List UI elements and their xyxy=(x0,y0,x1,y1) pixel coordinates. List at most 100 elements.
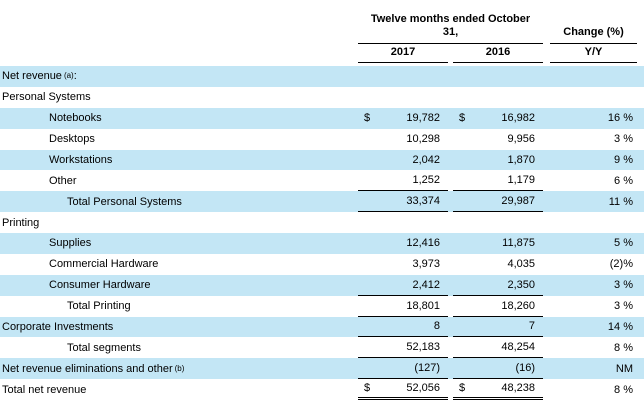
change-value: 3 % xyxy=(614,279,633,292)
value-2016: 4,035 xyxy=(507,258,535,271)
table-row: Corporate Investments 8 7 14 % xyxy=(0,316,644,338)
value-2017: 52,183 xyxy=(406,341,440,354)
value-2016-cell xyxy=(453,212,543,233)
value-2017-cell xyxy=(358,66,448,87)
row-label: Notebooks xyxy=(0,108,358,129)
value-2016-cell: (16) xyxy=(453,358,543,380)
currency-symbol: $ xyxy=(364,112,371,125)
value-2017-cell: 33,374 xyxy=(358,191,448,213)
row-label-text: Total net revenue xyxy=(2,383,87,396)
table-row: Net revenue eliminations and other (b) (1… xyxy=(0,358,644,380)
column-spacer xyxy=(543,66,550,87)
value-2017: 3,973 xyxy=(412,258,440,271)
row-label: Commercial Hardware xyxy=(0,254,358,275)
value-2016-cell: 1,870 xyxy=(453,150,543,171)
right-margin-spacer xyxy=(637,233,644,254)
currency-symbol: $ xyxy=(364,382,371,395)
column-spacer xyxy=(543,129,550,150)
row-label-text: Total segments xyxy=(67,341,141,354)
column-header-2016: 2016 xyxy=(453,44,543,63)
table-row: Supplies 12,416 11,875 5 % xyxy=(0,233,644,254)
value-2016-cell: 1,179 xyxy=(453,170,543,192)
right-margin-spacer xyxy=(637,254,644,275)
row-label: Desktops xyxy=(0,129,358,150)
change-value: 8 % xyxy=(614,383,633,396)
value-2016-cell: $48,238 xyxy=(453,379,543,400)
value-2016-cell: $16,982 xyxy=(453,108,543,129)
column-spacer xyxy=(543,254,550,275)
change-value xyxy=(550,212,637,233)
row-label-text: Printing xyxy=(2,216,40,229)
row-label-text: Notebooks xyxy=(49,112,102,125)
currency-symbol: $ xyxy=(459,382,466,395)
table-row: Consumer Hardware 2,412 2,350 3 % xyxy=(0,274,644,296)
row-label: Personal Systems xyxy=(0,87,358,108)
row-label-text: Other xyxy=(49,174,77,187)
currency-symbol: $ xyxy=(459,112,466,125)
table-header-period-band: Twelve months ended October 31, Change (… xyxy=(0,0,644,44)
row-label: Total net revenue xyxy=(0,379,358,400)
value-2016: 9,956 xyxy=(507,133,535,146)
table-row: Net revenue (a) : xyxy=(0,66,644,87)
value-2017-cell xyxy=(358,212,448,233)
value-2017-cell: $52,056 xyxy=(358,379,448,400)
row-label: Other xyxy=(0,170,358,191)
table-row: Personal Systems xyxy=(0,87,644,108)
right-margin-spacer xyxy=(637,170,644,191)
value-2017: 18,801 xyxy=(406,299,440,312)
value-2017: 33,374 xyxy=(406,195,440,208)
value-2017-cell: $19,782 xyxy=(358,108,448,129)
change-value: (2)% xyxy=(609,258,633,271)
change-value: NM xyxy=(615,362,633,375)
change-value xyxy=(550,66,637,87)
column-spacer xyxy=(543,87,550,108)
change-value: 5 % xyxy=(614,237,633,250)
right-margin-spacer xyxy=(637,212,644,233)
right-margin-spacer xyxy=(637,191,644,212)
value-2016-cell: 48,254 xyxy=(453,337,543,359)
value-2016-cell: 11,875 xyxy=(453,233,543,254)
change-value: 3 % xyxy=(614,133,633,146)
value-2017: 12,416 xyxy=(406,237,440,250)
table-row: Commercial Hardware 3,973 4,035 (2)% xyxy=(0,254,644,275)
value-2016-cell: 7 xyxy=(453,317,543,338)
value-2017-cell: 2,412 xyxy=(358,275,448,296)
value-2017-cell: 2,042 xyxy=(358,150,448,171)
value-2016: 1,870 xyxy=(507,153,535,166)
row-label-text: Total Personal Systems xyxy=(67,195,182,208)
change-value: 14 % xyxy=(607,320,633,333)
right-margin-spacer xyxy=(637,317,644,338)
column-header-2017: 2017 xyxy=(358,44,448,63)
value-2016-cell xyxy=(453,66,543,87)
change-header: Change (%) xyxy=(550,0,637,44)
row-label-text: Workstations xyxy=(49,153,113,166)
table-row: Printing xyxy=(0,212,644,233)
right-margin-spacer xyxy=(637,296,644,317)
row-label-text: Corporate Investments xyxy=(2,320,114,333)
column-header-yy: Y/Y xyxy=(550,44,637,63)
value-2017: 10,298 xyxy=(406,133,440,146)
column-spacer xyxy=(543,358,550,379)
value-2016: 1,179 xyxy=(507,174,535,187)
row-label: Printing xyxy=(0,212,358,233)
value-2016: 48,254 xyxy=(501,341,535,354)
value-2016: (16) xyxy=(515,362,535,375)
value-2017-cell: 1,252 xyxy=(358,170,448,192)
row-label: Corporate Investments xyxy=(0,317,358,338)
table-row: Total Printing 18,801 18,260 3 % xyxy=(0,296,644,317)
right-margin-spacer xyxy=(637,358,644,379)
period-header-line1: Twelve months ended October xyxy=(370,13,531,25)
row-label-text: Net revenue eliminations and other xyxy=(2,362,173,375)
value-2016-cell: 9,956 xyxy=(453,129,543,150)
row-label: Net revenue (a) : xyxy=(2,70,77,83)
table-row: Total net revenue $52,056 $48,238 8 % xyxy=(0,379,644,400)
row-label: Supplies xyxy=(0,233,358,254)
value-2017-cell: 8 xyxy=(358,317,448,338)
right-margin-spacer xyxy=(637,87,644,108)
row-label: Total segments xyxy=(0,337,358,358)
period-header-line2: 31, xyxy=(442,26,459,38)
value-2016: 18,260 xyxy=(501,299,535,312)
table-row: Total segments 52,183 48,254 8 % xyxy=(0,337,644,359)
table-row: Workstations 2,042 1,870 9 % xyxy=(0,149,644,171)
